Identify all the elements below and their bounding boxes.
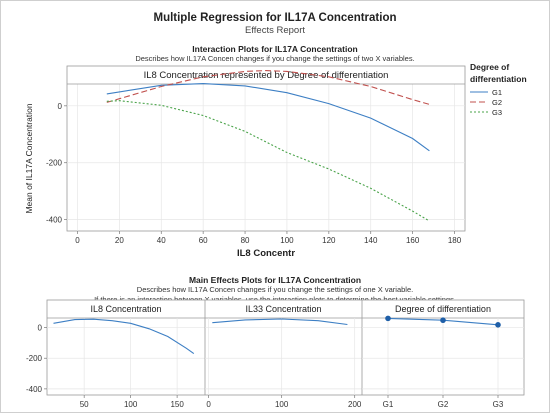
- interaction-x-tick-label: 20: [115, 236, 124, 245]
- main-effects-degree-marker: [440, 317, 446, 324]
- interaction-x-tick-label: 100: [280, 236, 294, 245]
- interaction-x-tick-label: 80: [241, 236, 250, 245]
- interaction-y-tick-label: 0: [58, 102, 63, 111]
- main-effects-description-1: Describes how IL17A Concen changes if yo…: [136, 285, 414, 294]
- main-effects-x-tick-label: 200: [348, 400, 362, 409]
- main-effects-panel-label: IL33 Concentration: [245, 304, 321, 314]
- interaction-x-tick-label: 60: [199, 236, 208, 245]
- interaction-y-tick-label: -200: [46, 159, 63, 168]
- main-effects-plot-area: [46, 299, 525, 396]
- interaction-description: Describes how IL17A Concen changes if yo…: [135, 54, 415, 63]
- legend-entry-G1: G1: [492, 88, 502, 97]
- main-effects-heading: Main Effects Plots for IL17A Concentrati…: [188, 275, 362, 285]
- legend-title: Degree of differentiation: [470, 62, 527, 84]
- main-effects-x-tick-label: 0: [206, 400, 211, 409]
- main-effects-x-tick-label: 100: [124, 400, 138, 409]
- interaction-y-axis-label: Mean of IL17A Concentration: [24, 103, 34, 213]
- legend-entry-G2: G2: [492, 98, 502, 107]
- main-effects-panel-label: Degree of differentiation: [395, 304, 491, 314]
- interaction-x-tick-label: 120: [322, 236, 336, 245]
- interaction-x-tick-label: 0: [75, 236, 80, 245]
- main-effects-x-tick-label: 50: [80, 400, 89, 409]
- interaction-x-tick-label: 180: [448, 236, 462, 245]
- main-effects-description-2: If there is an interaction between X var…: [94, 295, 456, 304]
- main-effects-y-tick-label: -400: [26, 385, 43, 394]
- interaction-x-tick-label: 140: [364, 236, 378, 245]
- main-effects-x-tick-label: G2: [438, 400, 449, 409]
- interaction-series-G1: [106, 83, 430, 152]
- interaction-series-G3: [106, 100, 430, 222]
- main-effects-panel-label: IL8 Concentration: [90, 304, 161, 314]
- report-subtitle: Effects Report: [244, 25, 306, 36]
- legend-entry-G3: G3: [492, 108, 502, 117]
- main-effects-degree-marker: [495, 322, 501, 328]
- main-effects-line-1: [212, 318, 348, 326]
- main-effects-x-tick-label: 100: [275, 400, 289, 409]
- interaction-x-tick-label: 40: [157, 236, 166, 245]
- main-effects-y-tick-label: -200: [26, 354, 43, 363]
- main-effects-x-tick-label: G3: [493, 400, 504, 409]
- interaction-y-tick-label: -400: [46, 216, 63, 225]
- main-effects-x-tick-label: 150: [170, 400, 184, 409]
- interaction-series-G2: [106, 70, 430, 105]
- interaction-heading: Interaction Plots for IL17A Concentratio…: [192, 44, 358, 54]
- interaction-panel-label: IL8 Concentration represented by Degree …: [144, 70, 389, 81]
- interaction-x-tick-label: 160: [406, 236, 420, 245]
- main-effects-x-tick-label: G1: [383, 400, 394, 409]
- main-effects-degree-marker: [385, 315, 391, 322]
- main-effects-line-0: [53, 318, 195, 355]
- interaction-x-axis-label: IL8 Concentr: [237, 248, 295, 259]
- main-effects-y-tick-label: 0: [38, 324, 43, 333]
- report-title: Multiple Regression for IL17A Concentrat…: [153, 12, 397, 24]
